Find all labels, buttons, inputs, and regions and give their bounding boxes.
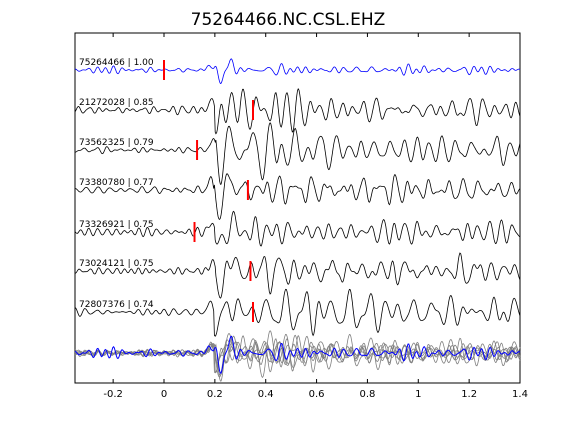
stack-layer — [74, 330, 521, 382]
trace-3 — [74, 122, 521, 185]
trace-label-4: 73380780 | 0.77 — [79, 178, 154, 188]
trace-label-6: 73024121 | 0.75 — [79, 259, 154, 269]
picks-layer — [163, 60, 254, 322]
chart-title: 75264466.NC.CSL.EHZ — [191, 10, 386, 30]
trace-label-3: 73562325 | 0.79 — [79, 138, 154, 148]
x-tick-label: 1 — [415, 389, 421, 400]
trace-5 — [74, 210, 521, 247]
plot-frame — [74, 32, 521, 384]
trace-label-2: 21272028 | 0.85 — [79, 98, 154, 108]
trace-4 — [74, 173, 521, 220]
x-tick-label: -0.2 — [103, 389, 123, 400]
trace-1 — [74, 58, 521, 84]
stack-trace-3 — [74, 330, 521, 382]
x-tick-label: 0.6 — [309, 389, 325, 400]
traces-layer — [74, 58, 521, 337]
x-tick-label: 0.2 — [207, 389, 223, 400]
trace-7 — [74, 288, 521, 337]
x-tick-label: 1.4 — [512, 389, 528, 400]
x-tick-label: 0 — [161, 389, 167, 400]
trace-label-1: 75264466 | 1.00 — [79, 58, 154, 68]
x-axis: -0.2 0 0.2 0.4 0.6 0.8 1 1.2 1.4 — [103, 33, 528, 400]
x-tick-label: 0.8 — [359, 389, 375, 400]
x-tick-label: 0.4 — [258, 389, 274, 400]
x-tick-label: 1.2 — [461, 389, 477, 400]
trace-label-5: 73326921 | 0.75 — [79, 220, 154, 230]
stack-trace-7 — [74, 333, 521, 374]
trace-2 — [74, 88, 521, 135]
labels-layer: 75264466 | 1.00 21272028 | 0.85 73562325 |… — [79, 58, 154, 310]
stack-reference — [74, 335, 521, 374]
trace-label-7: 72807376 | 0.74 — [79, 300, 154, 310]
trace-6 — [74, 252, 521, 299]
